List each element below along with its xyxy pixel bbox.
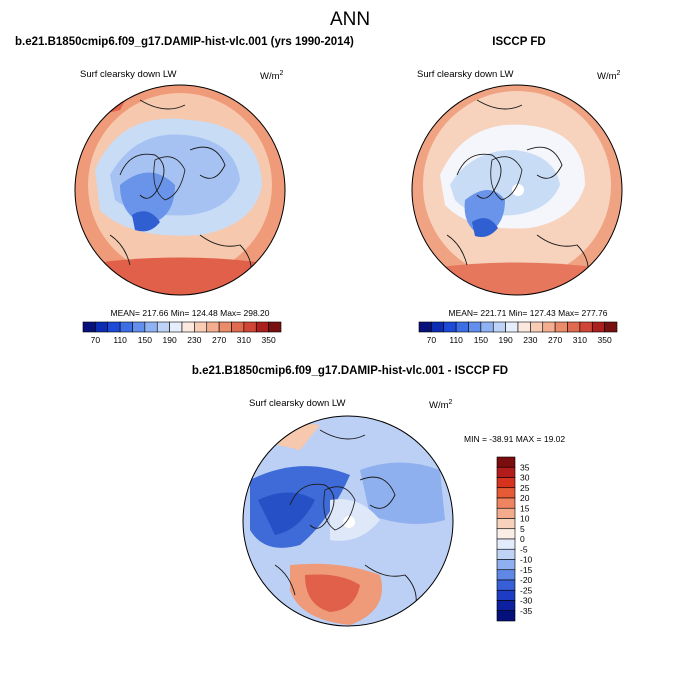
panel3-minmax: MIN = -38.91 MAX = 19.02 <box>464 434 566 444</box>
panel2-colorbar-swatch <box>480 321 494 333</box>
panel1-colorbar-swatch <box>119 321 133 333</box>
panel1-colorbar-tick-label: 70 <box>91 335 101 345</box>
panel3-colorbar-tick-label: -35 <box>520 606 533 616</box>
panel3-colorbar-swatch <box>496 466 516 478</box>
panel2-colorbar-swatch <box>554 321 568 333</box>
panel2-colorbar-swatch <box>443 321 457 333</box>
panel3-colorbar-swatch <box>496 497 516 509</box>
panel1-colorbar-swatch <box>268 321 282 333</box>
panel3-colorbar-swatch <box>496 569 516 581</box>
panel3-title: b.e21.B1850cmip6.f09_g17.DAMIP-hist-vlc.… <box>191 365 509 377</box>
panel3-colorbar-tick-label: 5 <box>520 524 525 534</box>
panel2-variable: Surf clearsky down LW <box>417 69 514 80</box>
panel2-colorbar-swatch <box>591 321 605 333</box>
panel1-colorbar-tick-label: 190 <box>163 335 177 345</box>
panel3-colorbar-swatch <box>496 559 516 571</box>
panel3-colorbar-tick-label: 35 <box>520 462 530 472</box>
panel1-colorbar-swatch <box>194 321 208 333</box>
panel2-colorbar-swatch <box>579 321 593 333</box>
panel2-colorbar-swatch <box>468 321 482 333</box>
panel2-colorbar: 70 110 150 190 230 270 310 350 <box>418 321 618 345</box>
panel3-colorbar-tick-label: 0 <box>520 534 525 544</box>
panel1-colorbar-tick-label: 310 <box>237 335 251 345</box>
panel2-colorbar-tick-label: 110 <box>449 335 463 345</box>
panel3-colorbar-swatch <box>496 528 516 540</box>
panel1-colorbar-tick-label: 150 <box>138 335 152 345</box>
panel2-stats: MEAN= 221.71 Min= 127.43 Max= 277.76 <box>448 308 608 318</box>
panel2-colorbar-swatch <box>567 321 581 333</box>
panel3-colorbar-tick-label: 30 <box>520 473 530 483</box>
panel1-colorbar: 70 110 150 190 230 270 310 350 <box>82 321 282 345</box>
panel1-colorbar-tick-label: 270 <box>212 335 226 345</box>
panel3-colorbar-swatch <box>496 589 516 601</box>
panel2-colorbar-swatch <box>604 321 618 333</box>
panel3-colorbar-swatch <box>496 579 516 591</box>
panel2-colorbar-tick-label: 190 <box>499 335 513 345</box>
panel3-variable: Surf clearsky down LW <box>249 398 346 409</box>
panel1-colorbar-swatch <box>107 321 121 333</box>
panel3-colorbar-swatch <box>496 600 516 612</box>
panel1-colorbar-tick-label: 110 <box>113 335 127 345</box>
panel3-colorbar-tick-label: -30 <box>520 596 533 606</box>
panel2-colorbar-swatch <box>431 321 445 333</box>
panel3-colorbar-tick-label: 10 <box>520 514 530 524</box>
panel2-map <box>411 84 623 296</box>
panel1-colorbar-swatch <box>132 321 146 333</box>
panel3-colorbar-tick-label: 20 <box>520 493 530 503</box>
panel3-colorbar-tick-label: -15 <box>520 565 533 575</box>
panel3-colorbar-swatch <box>496 610 516 622</box>
panel1-colorbar-swatch <box>243 321 257 333</box>
panel2-title: ISCCP FD <box>492 36 546 48</box>
panel3-colorbar-swatch <box>496 477 516 489</box>
panel1-colorbar-swatch <box>95 321 109 333</box>
panel3-colorbar-tick-label: -5 <box>520 544 528 554</box>
panel1-title: b.e21.B1850cmip6.f09_g17.DAMIP-hist-vlc.… <box>15 36 354 48</box>
panel2-colorbar-tick-label: 150 <box>474 335 488 345</box>
panel1-map <box>74 84 286 296</box>
panel3-map <box>242 415 454 627</box>
panel1-colorbar-swatch <box>144 321 158 333</box>
panel1-variable: Surf clearsky down LW <box>80 69 177 80</box>
panel1-colorbar-tick-label: 350 <box>262 335 276 345</box>
panel3-colorbar-tick-label: -25 <box>520 585 533 595</box>
panel2-colorbar-swatch <box>517 321 531 333</box>
panel1-colorbar-swatch <box>169 321 183 333</box>
panel2-colorbar-swatch <box>542 321 556 333</box>
panel1-stats: MEAN= 217.66 Min= 124.48 Max= 298.20 <box>110 308 270 318</box>
panel3-colorbar-swatch <box>496 507 516 519</box>
panel1-colorbar-swatch <box>255 321 269 333</box>
panel3-colorbar-swatch <box>496 538 516 550</box>
panel3-colorbar-tick-label: -20 <box>520 575 533 585</box>
panel1-colorbar-swatch <box>156 321 170 333</box>
panel2-colorbar-swatch <box>505 321 519 333</box>
panel3-colorbar-swatch <box>496 487 516 499</box>
panel1-colorbar-swatch <box>181 321 195 333</box>
panel3-colorbar-tick-label: 15 <box>520 503 530 513</box>
panel2-colorbar-tick-label: 230 <box>523 335 537 345</box>
panel2-colorbar-tick-label: 270 <box>548 335 562 345</box>
panel1-colorbar-tick-label: 230 <box>187 335 201 345</box>
panel1-colorbar-swatch <box>218 321 232 333</box>
panel3-colorbar-tick-label: 25 <box>520 483 530 493</box>
panel2-colorbar-swatch <box>492 321 506 333</box>
panel3-colorbar-swatch <box>496 548 516 560</box>
panel1-units: W/m2 <box>260 70 284 83</box>
panel2-colorbar-swatch <box>418 321 432 333</box>
panel3-colorbar-swatch <box>496 518 516 530</box>
panel3-colorbar-swatch <box>496 456 516 468</box>
panel3-colorbar-tick-label: -10 <box>520 555 533 565</box>
panel2-colorbar-tick-label: 350 <box>598 335 612 345</box>
panel2-units: W/m2 <box>597 70 621 83</box>
panel1-colorbar-swatch <box>82 321 96 333</box>
panel2-colorbar-swatch <box>530 321 544 333</box>
panel2-colorbar-swatch <box>455 321 469 333</box>
panel3-units: W/m2 <box>429 399 453 412</box>
page-title: ANN <box>329 9 371 30</box>
panel2-colorbar-tick-label: 310 <box>573 335 587 345</box>
panel1-colorbar-swatch <box>231 321 245 333</box>
panel1-colorbar-swatch <box>206 321 220 333</box>
panel2-colorbar-tick-label: 70 <box>427 335 437 345</box>
